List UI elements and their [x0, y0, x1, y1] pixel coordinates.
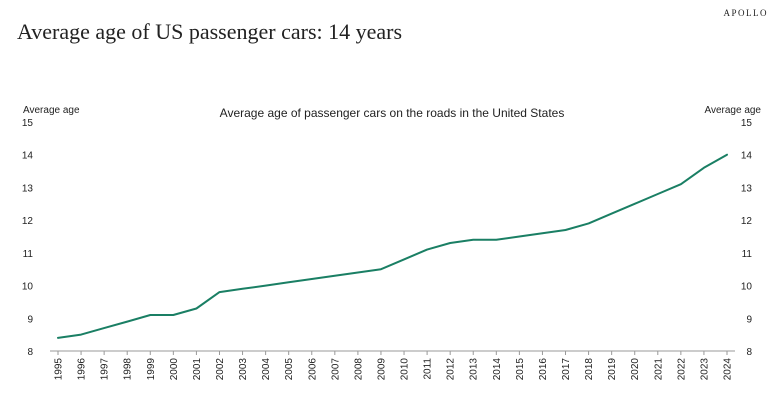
series-group: [57, 153, 728, 339]
x-tick-label: 2013: [469, 358, 480, 381]
x-tick-label: 2016: [538, 358, 549, 381]
x-tick-label: 1999: [146, 358, 157, 381]
x-tick-label: 2010: [400, 358, 411, 381]
x-tick-label: 2002: [215, 358, 226, 381]
x-tick-label: 2019: [607, 358, 618, 381]
y-tick-label-right: 9: [746, 314, 752, 325]
y-tick-label-left: 13: [22, 183, 34, 194]
x-tick-label: 2008: [353, 358, 364, 381]
x-tick-label: 2006: [307, 358, 318, 381]
x-tick-label: 2017: [561, 358, 572, 381]
x-tick-label: 2001: [192, 358, 203, 381]
x-tick-label: 2005: [284, 358, 295, 381]
x-tick-label: 2000: [169, 358, 180, 381]
x-tick-label: 2023: [699, 358, 710, 381]
series-line-average-age: [57, 153, 728, 339]
x-tick-label: 2020: [630, 358, 641, 381]
x-tick-label: 2022: [676, 358, 687, 381]
x-tick-label: 2012: [446, 358, 457, 381]
x-tick-label: 1997: [100, 358, 111, 381]
x-tick-label: 1998: [123, 358, 134, 381]
y-axis-label-right: Average age: [704, 105, 761, 116]
x-tick-label: 2007: [330, 358, 341, 381]
apollo-logo: APOLLO: [723, 8, 768, 18]
chart-title: Average age of passenger cars on the roa…: [220, 106, 565, 120]
y-tick-label-right: 15: [741, 118, 753, 129]
x-tick-label: 2003: [238, 358, 249, 381]
y-tick-label-left: 9: [27, 314, 33, 325]
y-tick-label-right: 13: [741, 183, 753, 194]
y-tick-label-right: 8: [746, 347, 752, 358]
y-tick-label-right: 14: [741, 151, 753, 162]
y-tick-label-right: 11: [742, 249, 753, 260]
x-tick-label: 1996: [77, 358, 88, 381]
x-tick-label: 2004: [261, 358, 272, 381]
x-tick-label: 2011: [423, 358, 434, 380]
x-tick-label: 1995: [54, 358, 65, 381]
y-tick-label-right: 12: [741, 216, 753, 227]
x-tick-label: 2024: [723, 358, 734, 381]
x-tick-label: 2021: [653, 358, 664, 381]
y-axis-label-left: Average age: [23, 105, 80, 116]
y-tick-label-left: 12: [22, 216, 34, 227]
y-tick-label-left: 14: [22, 151, 34, 162]
x-tick-label: 2009: [376, 358, 387, 381]
page-title: Average age of US passenger cars: 14 yea…: [17, 19, 403, 44]
y-tick-label-right: 10: [741, 282, 753, 293]
x-tick-label: 2018: [584, 358, 595, 381]
y-tick-label-left: 8: [27, 347, 33, 358]
axes-group: 8 8 9 9 10 10 11 11 12 12 13 13 14 14 15 15 1995 1996 1997…: [22, 118, 753, 380]
x-tick-label: 2015: [515, 358, 526, 381]
y-tick-label-left: 11: [23, 249, 34, 260]
x-tick-label: 2014: [492, 358, 503, 381]
y-tick-label-left: 15: [22, 118, 34, 129]
y-tick-label-left: 10: [22, 282, 34, 293]
